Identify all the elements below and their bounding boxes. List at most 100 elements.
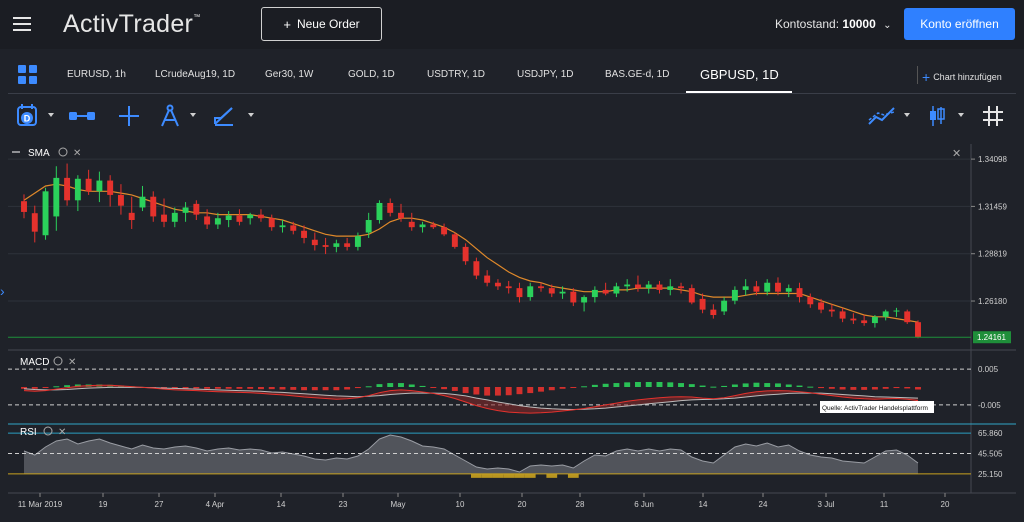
candle[interactable] [258,209,264,222]
candle[interactable] [753,280,760,296]
candle[interactable] [344,237,351,251]
candle[interactable] [322,237,329,255]
candle[interactable] [904,309,911,324]
grid-hash-icon[interactable] [982,105,1004,127]
candle[interactable] [290,221,297,235]
candle[interactable] [42,187,49,240]
candle[interactable] [365,212,372,238]
candle[interactable] [624,279,631,292]
candle[interactable] [441,223,448,237]
candle[interactable] [839,307,846,323]
candle[interactable] [505,280,512,294]
candle[interactable] [764,279,771,296]
candle[interactable] [268,214,275,231]
tab-usdtry[interactable]: USDTRY, 1D [427,69,485,80]
candle[interactable] [398,203,404,222]
tab-ger30[interactable]: Ger30, 1W [265,69,314,80]
layout-grid-icon[interactable] [18,65,38,85]
candle[interactable] [117,184,124,215]
candle[interactable] [333,239,340,253]
candle[interactable] [688,284,695,305]
candle[interactable] [128,196,135,229]
candle[interactable] [193,200,200,221]
candle[interactable] [861,315,868,326]
candle[interactable] [796,282,803,303]
candle[interactable] [494,279,501,290]
tab-bas[interactable]: BAS.GE-d, 1D [605,69,670,80]
candle[interactable] [818,298,825,314]
candle[interactable] [710,304,717,319]
candle-type-icon[interactable] [929,104,945,128]
candle[interactable] [850,313,857,324]
chevron-down-icon[interactable] [190,113,196,117]
candle[interactable] [742,279,749,296]
candle[interactable] [182,202,189,222]
crosshair-icon[interactable] [118,105,140,127]
candle[interactable] [613,282,620,298]
candle[interactable] [731,286,738,305]
candle[interactable] [31,205,38,243]
account-balance-dropdown[interactable]: Kontostand: 10000 ⌄ [775,17,892,31]
close-icon[interactable]: ✕ [68,357,76,368]
candle[interactable] [74,175,81,212]
tab-eurusd[interactable]: EURUSD, 1h [67,69,126,80]
candle[interactable] [893,307,900,317]
candle[interactable] [602,282,609,296]
chart-area[interactable]: 1.24161 1.34098 1.31459 1.28819 1.26180 0.0… [8,141,1016,517]
candle[interactable] [225,211,232,228]
candle[interactable] [645,280,652,294]
candle[interactable] [656,280,663,294]
close-icon[interactable]: ✕ [58,427,66,438]
candle[interactable] [204,209,211,229]
pencil-icon[interactable] [212,105,236,127]
candle[interactable] [516,282,523,303]
candle[interactable] [538,282,544,292]
chevron-down-icon[interactable] [904,113,910,117]
candle[interactable] [699,293,706,314]
candle[interactable] [775,277,781,296]
chevron-down-icon[interactable] [248,113,254,117]
candle[interactable] [484,270,491,287]
candle[interactable] [807,293,814,308]
chevron-right-icon[interactable]: › [0,283,5,299]
candle[interactable] [376,200,383,224]
chevron-down-icon[interactable] [48,113,54,117]
candle[interactable] [85,169,92,195]
settings-gear-icon[interactable] [58,147,68,157]
candle[interactable] [161,198,167,228]
candle[interactable] [430,221,437,229]
open-account-button[interactable]: Konto eröffnen [904,8,1015,40]
tab-gbpusd[interactable]: GBPUSD, 1D [700,67,779,82]
candle[interactable] [915,320,921,339]
candle[interactable] [247,212,254,225]
candle[interactable] [785,284,792,298]
candle[interactable] [139,185,146,212]
candle[interactable] [451,232,458,249]
tab-gold[interactable]: GOLD, 1D [348,69,395,80]
candle[interactable] [408,212,415,231]
candle[interactable] [871,315,878,328]
candle[interactable] [882,309,889,321]
candle[interactable] [667,279,674,296]
candle[interactable] [279,220,286,233]
close-icon[interactable]: ✕ [952,148,961,160]
calendar-d-icon[interactable]: D [16,103,40,129]
candle[interactable] [462,243,469,265]
candle[interactable] [473,257,480,280]
candle[interactable] [64,163,71,206]
candle[interactable] [236,209,243,226]
candle[interactable] [634,275,641,292]
chevron-down-icon[interactable] [958,113,964,117]
candle[interactable] [678,282,684,294]
main-panel-close[interactable]: ✕ [952,148,961,160]
close-icon[interactable]: ✕ [73,148,81,159]
candle[interactable] [570,288,577,307]
indicator-icon[interactable] [868,106,896,126]
candle[interactable] [721,297,728,316]
candle[interactable] [591,286,598,303]
candle[interactable] [171,207,178,228]
tab-usdjpy[interactable]: USDJPY, 1D [517,69,574,80]
candle[interactable] [419,221,426,233]
menu-icon[interactable] [13,17,31,31]
candle[interactable] [387,198,394,217]
